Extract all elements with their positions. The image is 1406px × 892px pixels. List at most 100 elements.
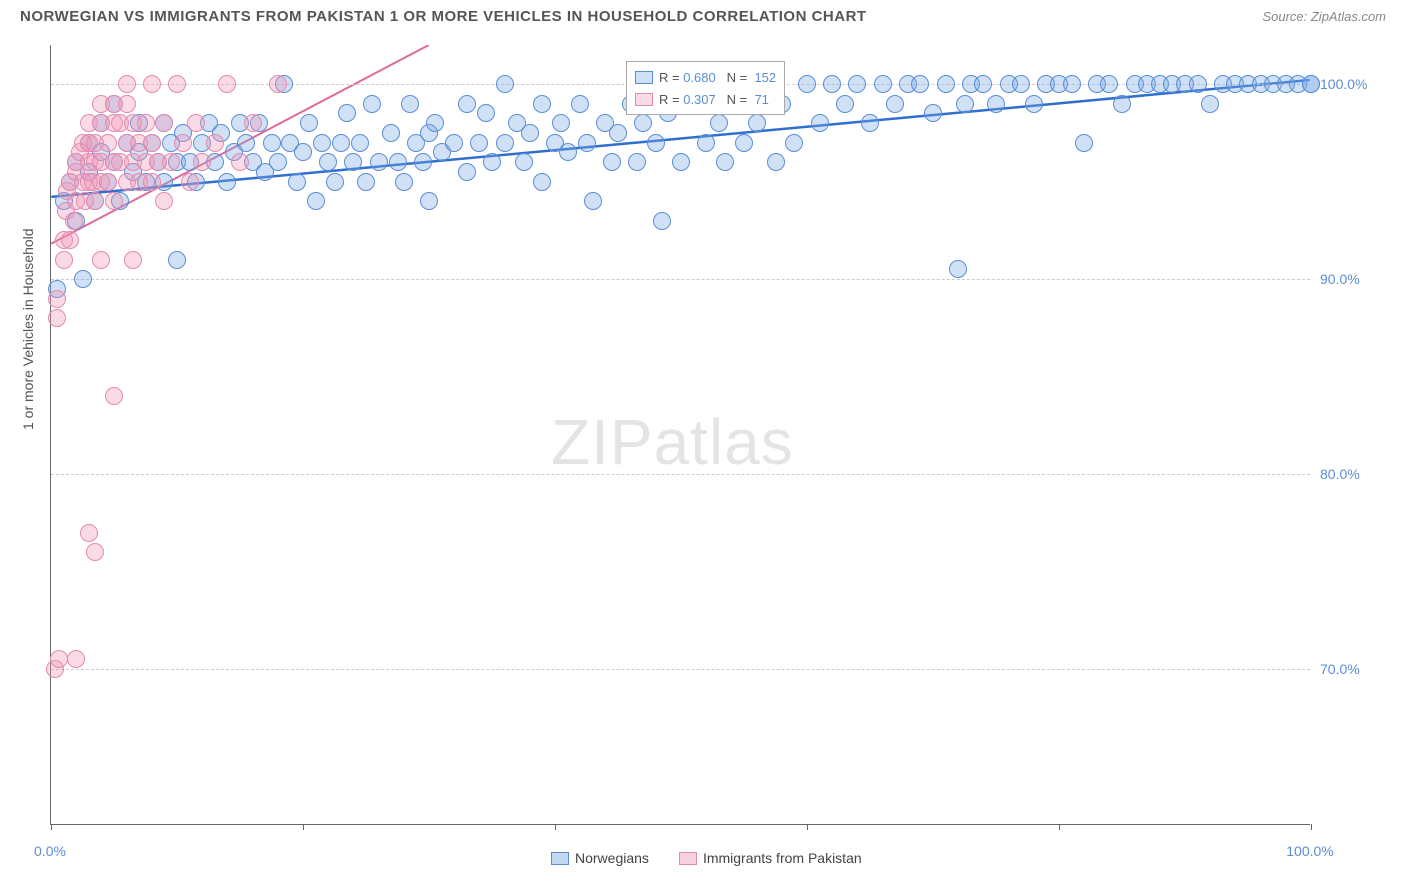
scatter-chart: ZIPatlas 70.0%80.0%90.0%100.0%R = 0.680 … — [50, 45, 1310, 825]
data-point — [155, 192, 173, 210]
data-point — [118, 95, 136, 113]
legend-item: Immigrants from Pakistan — [679, 850, 862, 866]
data-point — [1100, 75, 1118, 93]
correlation-legend: R = 0.680 N = 152R = 0.307 N = 71 — [626, 61, 785, 115]
y-tick-label: 90.0% — [1320, 271, 1390, 287]
data-point — [206, 134, 224, 152]
data-point — [237, 134, 255, 152]
data-point — [710, 114, 728, 132]
data-point — [628, 153, 646, 171]
legend-swatch — [635, 93, 653, 106]
data-point — [67, 650, 85, 668]
data-point — [382, 124, 400, 142]
data-point — [74, 270, 92, 288]
tick-v — [1059, 824, 1060, 830]
chart-title: NORWEGIAN VS IMMIGRANTS FROM PAKISTAN 1 … — [20, 8, 867, 25]
data-point — [697, 134, 715, 152]
data-point — [395, 173, 413, 191]
data-point — [1201, 95, 1219, 113]
chart-source: Source: ZipAtlas.com — [1262, 9, 1386, 24]
data-point — [99, 134, 117, 152]
data-point — [351, 134, 369, 152]
data-point — [811, 114, 829, 132]
legend-swatch — [635, 71, 653, 84]
data-point — [307, 192, 325, 210]
data-point — [137, 114, 155, 132]
data-point — [470, 134, 488, 152]
data-point — [218, 75, 236, 93]
data-point — [937, 75, 955, 93]
data-point — [193, 153, 211, 171]
data-point — [181, 173, 199, 191]
data-point — [326, 173, 344, 191]
data-point — [571, 95, 589, 113]
data-point — [143, 134, 161, 152]
data-point — [300, 114, 318, 132]
data-point — [168, 75, 186, 93]
y-axis-label: 1 or more Vehicles in Household — [20, 228, 36, 430]
series-legend: Norwegians Immigrants from Pakistan — [551, 850, 862, 866]
data-point — [426, 114, 444, 132]
data-point — [584, 192, 602, 210]
data-point — [269, 153, 287, 171]
data-point — [483, 153, 501, 171]
data-point — [533, 95, 551, 113]
data-point — [313, 134, 331, 152]
data-point — [1012, 75, 1030, 93]
data-point — [231, 153, 249, 171]
data-point — [647, 134, 665, 152]
data-point — [244, 114, 262, 132]
data-point — [653, 212, 671, 230]
data-point — [86, 192, 104, 210]
data-point — [401, 95, 419, 113]
tick-v — [51, 824, 52, 830]
data-point — [80, 524, 98, 542]
x-tick-label: 0.0% — [34, 843, 66, 859]
data-point — [785, 134, 803, 152]
data-point — [987, 95, 1005, 113]
data-point — [477, 104, 495, 122]
data-point — [974, 75, 992, 93]
data-point — [1302, 75, 1320, 93]
data-point — [603, 153, 621, 171]
data-point — [65, 212, 83, 230]
data-point — [924, 104, 942, 122]
y-tick-label: 80.0% — [1320, 466, 1390, 482]
tick-v — [807, 824, 808, 830]
data-point — [99, 173, 117, 191]
data-point — [344, 153, 362, 171]
data-point — [363, 95, 381, 113]
data-point — [1075, 134, 1093, 152]
data-point — [357, 173, 375, 191]
data-point — [874, 75, 892, 93]
legend-item: Norwegians — [551, 850, 649, 866]
data-point — [187, 114, 205, 132]
data-point — [609, 124, 627, 142]
data-point — [50, 650, 68, 668]
data-point — [515, 153, 533, 171]
gridline-h — [51, 669, 1310, 670]
data-point — [1063, 75, 1081, 93]
data-point — [48, 309, 66, 327]
data-point — [949, 260, 967, 278]
data-point — [288, 173, 306, 191]
data-point — [672, 153, 690, 171]
legend-stats: R = 0.680 N = 152 — [659, 70, 776, 85]
data-point — [389, 153, 407, 171]
data-point — [767, 153, 785, 171]
tick-v — [555, 824, 556, 830]
data-point — [55, 251, 73, 269]
gridline-h — [51, 279, 1310, 280]
data-point — [294, 143, 312, 161]
data-point — [48, 290, 66, 308]
legend-label: Immigrants from Pakistan — [703, 850, 862, 866]
data-point — [1113, 95, 1131, 113]
data-point — [634, 114, 652, 132]
data-point — [578, 134, 596, 152]
data-point — [143, 75, 161, 93]
data-point — [458, 95, 476, 113]
data-point — [332, 134, 350, 152]
data-point — [559, 143, 577, 161]
data-point — [521, 124, 539, 142]
data-point — [118, 75, 136, 93]
